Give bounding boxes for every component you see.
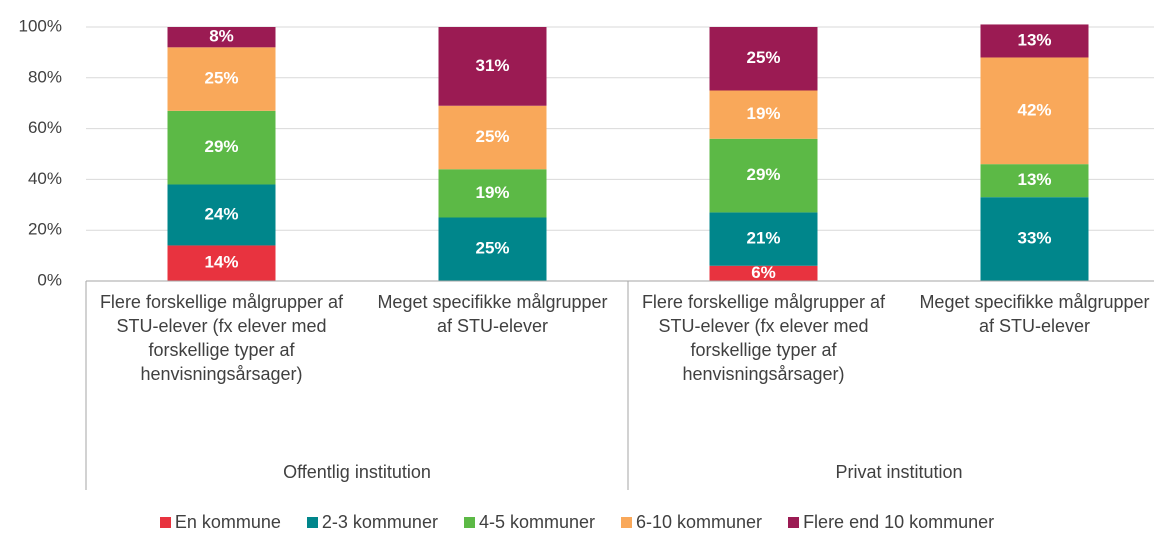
- legend-item: En kommune: [159, 512, 281, 533]
- value-label: 25%: [746, 48, 780, 67]
- legend-item: 4-5 kommuner: [463, 512, 595, 533]
- value-label: 21%: [746, 229, 780, 248]
- legend-swatch: [788, 517, 800, 528]
- value-label: 25%: [475, 239, 509, 258]
- group-label: Offentlig institution: [283, 462, 431, 482]
- y-tick-label: 0%: [37, 270, 62, 289]
- y-tick-label: 40%: [28, 169, 62, 188]
- bar-segment: [438, 27, 547, 106]
- bar-segment: [438, 217, 547, 281]
- legend-swatch: [621, 517, 632, 528]
- group-label: Privat institution: [835, 462, 963, 482]
- bar-segment: [709, 138, 818, 213]
- y-tick-label: 100%: [19, 16, 62, 35]
- y-tick-label: 80%: [28, 67, 62, 86]
- bar-segment: [980, 57, 1089, 165]
- bar-segment: [980, 24, 1089, 58]
- legend-item: 6-10 kommuner: [621, 512, 762, 533]
- value-label: 13%: [1017, 30, 1051, 49]
- value-label: 19%: [475, 183, 509, 202]
- value-label: 6%: [751, 263, 776, 282]
- x-tick-label: Meget specifikke målgrupper af STU-eleve…: [377, 292, 608, 336]
- value-label: 24%: [204, 204, 238, 223]
- bar-segment: [438, 169, 547, 218]
- bar-segment: [709, 265, 818, 281]
- legend: En kommune 2-3 kommuner 4-5 kommuner 6-10 k…: [0, 512, 1154, 533]
- x-tick-label: Flere forskellige målgrupper af STU-elev…: [99, 292, 344, 384]
- legend-label: Flere end 10 kommuner: [803, 512, 995, 532]
- value-label: 19%: [746, 104, 780, 123]
- value-label: 33%: [1017, 229, 1051, 248]
- legend-label: 6-10 kommuner: [636, 512, 763, 532]
- legend-label: 4-5 kommuner: [478, 512, 595, 532]
- x-tick-label: Meget specifikke målgrupper af STU-eleve…: [919, 292, 1150, 336]
- bar-segment: [167, 47, 276, 111]
- y-tick-label: 60%: [28, 118, 62, 137]
- legend-swatch: [463, 517, 475, 528]
- value-label: 29%: [746, 165, 780, 184]
- value-label: 25%: [475, 127, 509, 146]
- legend-swatch: [306, 517, 318, 528]
- bar-segment: [980, 197, 1089, 281]
- value-label: 25%: [204, 69, 238, 88]
- value-label: 13%: [1017, 170, 1051, 189]
- bar-segment: [167, 27, 276, 48]
- legend-label: 2-3 kommuner: [321, 512, 438, 532]
- value-label: 29%: [204, 137, 238, 156]
- bar-segment: [438, 105, 547, 170]
- value-label: 8%: [209, 27, 234, 46]
- bar-segment: [980, 164, 1089, 198]
- legend-label: En kommune: [174, 512, 281, 532]
- y-tick-label: 20%: [28, 220, 62, 239]
- legend-item: 2-3 kommuner: [306, 512, 438, 533]
- legend-item: Flere end 10 kommuner: [788, 512, 994, 533]
- x-tick-label: Flere forskellige målgrupper af STU-elev…: [641, 292, 886, 384]
- value-label: 42%: [1017, 100, 1051, 119]
- bar-segment: [709, 212, 818, 266]
- value-label: 14%: [204, 253, 238, 272]
- value-label: 31%: [475, 56, 509, 75]
- bar-segment: [167, 110, 276, 185]
- bar-segment: [709, 90, 818, 139]
- bar-segment: [167, 245, 276, 281]
- bar-segment: [167, 184, 276, 246]
- legend-swatch: [159, 517, 171, 528]
- bar-segment: [709, 27, 818, 91]
